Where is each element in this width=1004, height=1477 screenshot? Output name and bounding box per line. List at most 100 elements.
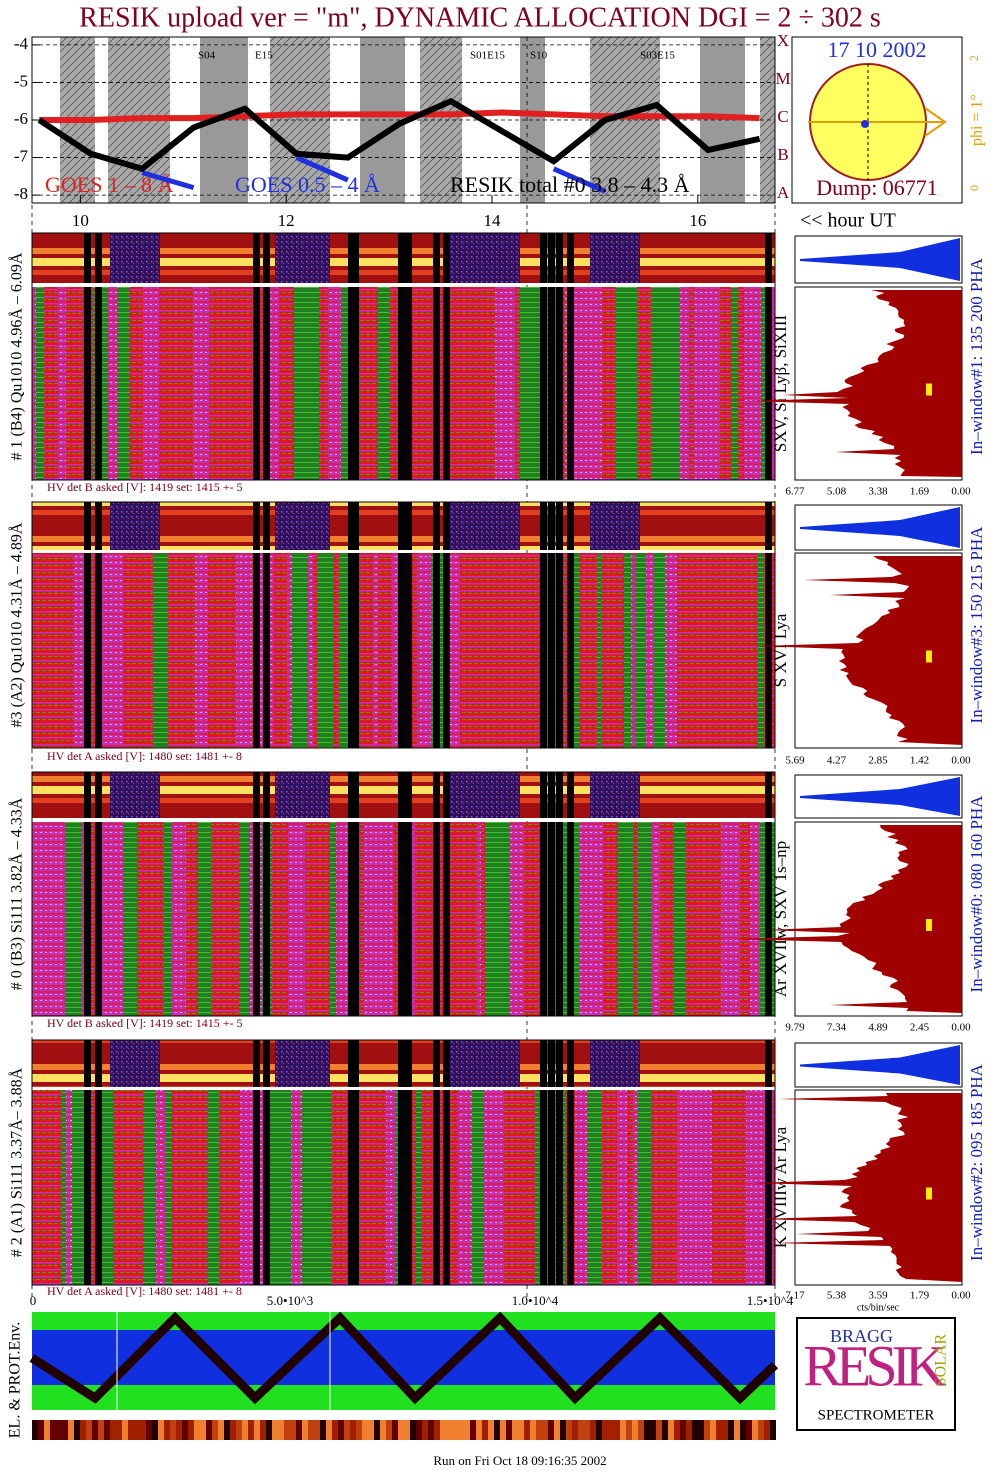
env-strip-cell [326, 1420, 332, 1440]
strip-gap [548, 502, 555, 550]
spectrogram-column [129, 1090, 143, 1285]
x-axis-label: << hour UT [800, 210, 896, 232]
spectrogram-column [490, 822, 503, 1016]
strip-gap [443, 1040, 450, 1087]
hist-tick-label: 2.45 [910, 1022, 930, 1034]
spectrogram-column [330, 822, 336, 1016]
env-strip-cell [476, 1420, 482, 1440]
flux-class: B [777, 145, 788, 164]
spectrogram-column [274, 553, 287, 748]
spectrogram-column [236, 553, 246, 748]
spectrogram-column [712, 1090, 729, 1285]
spectrogram-column [746, 553, 758, 748]
spectrogram-column [72, 1090, 80, 1285]
spectrogram-column [116, 822, 123, 1016]
spectrogram-column [472, 1090, 484, 1285]
env-strip-cell [278, 1420, 284, 1440]
env-strip-cell [734, 1420, 740, 1440]
spectrogram-column [101, 1090, 113, 1285]
spectrogram-column [117, 287, 130, 480]
strip-gap [352, 233, 359, 283]
spectrogram-column [750, 822, 760, 1016]
strip-gap [348, 502, 355, 550]
spectrogram-column [481, 822, 485, 1016]
spectrogram-gap [352, 287, 359, 480]
env-tick-label: 1.5•10^4 [747, 1293, 794, 1308]
spectrogram-column [292, 553, 308, 748]
env-strip-cell [260, 1420, 266, 1440]
hist-large [734, 825, 962, 1013]
spectrogram-column [714, 287, 720, 480]
spectrogram-gap [348, 1090, 355, 1285]
env-strip-cell [464, 1420, 470, 1440]
spectrogram-column [198, 822, 211, 1016]
env-strip-cell [128, 1420, 134, 1440]
hist-tick-label: 0.00 [951, 755, 971, 767]
spectrogram-column [603, 822, 618, 1016]
env-strip-cell [554, 1420, 560, 1440]
env-strip-cell [716, 1420, 722, 1440]
y-tick-label: -4 [14, 34, 29, 53]
spectrogram-gap [433, 287, 440, 480]
spectrogram-column [364, 822, 369, 1016]
spectrogram-column [381, 822, 389, 1016]
spectrogram-column [58, 287, 66, 480]
strip-quiet [450, 502, 520, 550]
spectrogram-column [484, 1090, 493, 1285]
env-strip-cell [728, 1420, 734, 1440]
spectrogram-column [392, 553, 403, 748]
line-label: K XVIIIw Ar Lya [771, 1126, 790, 1248]
env-strip-cell [62, 1420, 68, 1440]
segment-label: S04 [198, 50, 216, 62]
spectrogram-gap [84, 287, 91, 480]
hist-tick-label: 3.38 [868, 486, 888, 498]
spectrogram-column [303, 287, 319, 480]
strip-gap [263, 502, 270, 550]
spectrogram-column [422, 1090, 426, 1285]
spectrogram-column [712, 553, 729, 748]
strip-gap [398, 233, 405, 283]
strip-gap [263, 772, 270, 818]
spectrogram-column [617, 1090, 627, 1285]
strip-quiet [275, 233, 330, 283]
env-strip-cell [122, 1420, 128, 1440]
env-strip-cell [740, 1420, 746, 1440]
spectrogram-column [80, 1090, 84, 1285]
spectrogram-column [729, 1090, 746, 1285]
spectrogram-column [180, 553, 195, 748]
spectrogram-column [209, 287, 218, 480]
hist-small [800, 777, 960, 816]
spectrogram-gap [443, 1090, 450, 1285]
spectrogram-frame [31, 501, 776, 749]
spectrogram-column [758, 553, 764, 748]
env-strip-cell [272, 1420, 278, 1440]
env-strip-cell [374, 1420, 380, 1440]
spectrogram-column [102, 822, 116, 1016]
strip-quiet [450, 233, 520, 283]
logo-top: BRAGG [830, 1326, 893, 1346]
env-strip-cell [470, 1420, 476, 1440]
env-strip-cell [362, 1420, 368, 1440]
spectrogram-column [152, 822, 164, 1016]
strip-gap [443, 233, 450, 283]
strip-gap [84, 502, 91, 550]
env-strip-cell [488, 1420, 494, 1440]
env-strip-cell [44, 1420, 50, 1440]
spectrogram-column [515, 287, 520, 480]
flux-class: X [777, 31, 789, 50]
strip-gap [348, 233, 355, 283]
spectrogram-column [186, 822, 198, 1016]
env-strip-cell [650, 1420, 656, 1440]
spectrogram-column [218, 287, 233, 480]
strip-gap [443, 772, 450, 818]
strip-gap [443, 502, 450, 550]
strip-gap [405, 502, 412, 550]
detector-label: # 1 (B4) Qu1010 4.96Å – 6.09Å [8, 252, 26, 460]
env-strip-cell [170, 1420, 176, 1440]
env-strip-cell [752, 1420, 758, 1440]
spectrogram-column [646, 553, 654, 748]
spectrogram-column [660, 822, 674, 1016]
env-strip-cell [200, 1420, 206, 1440]
spectrogram-column [32, 287, 36, 480]
spectrogram-column [596, 822, 603, 1016]
